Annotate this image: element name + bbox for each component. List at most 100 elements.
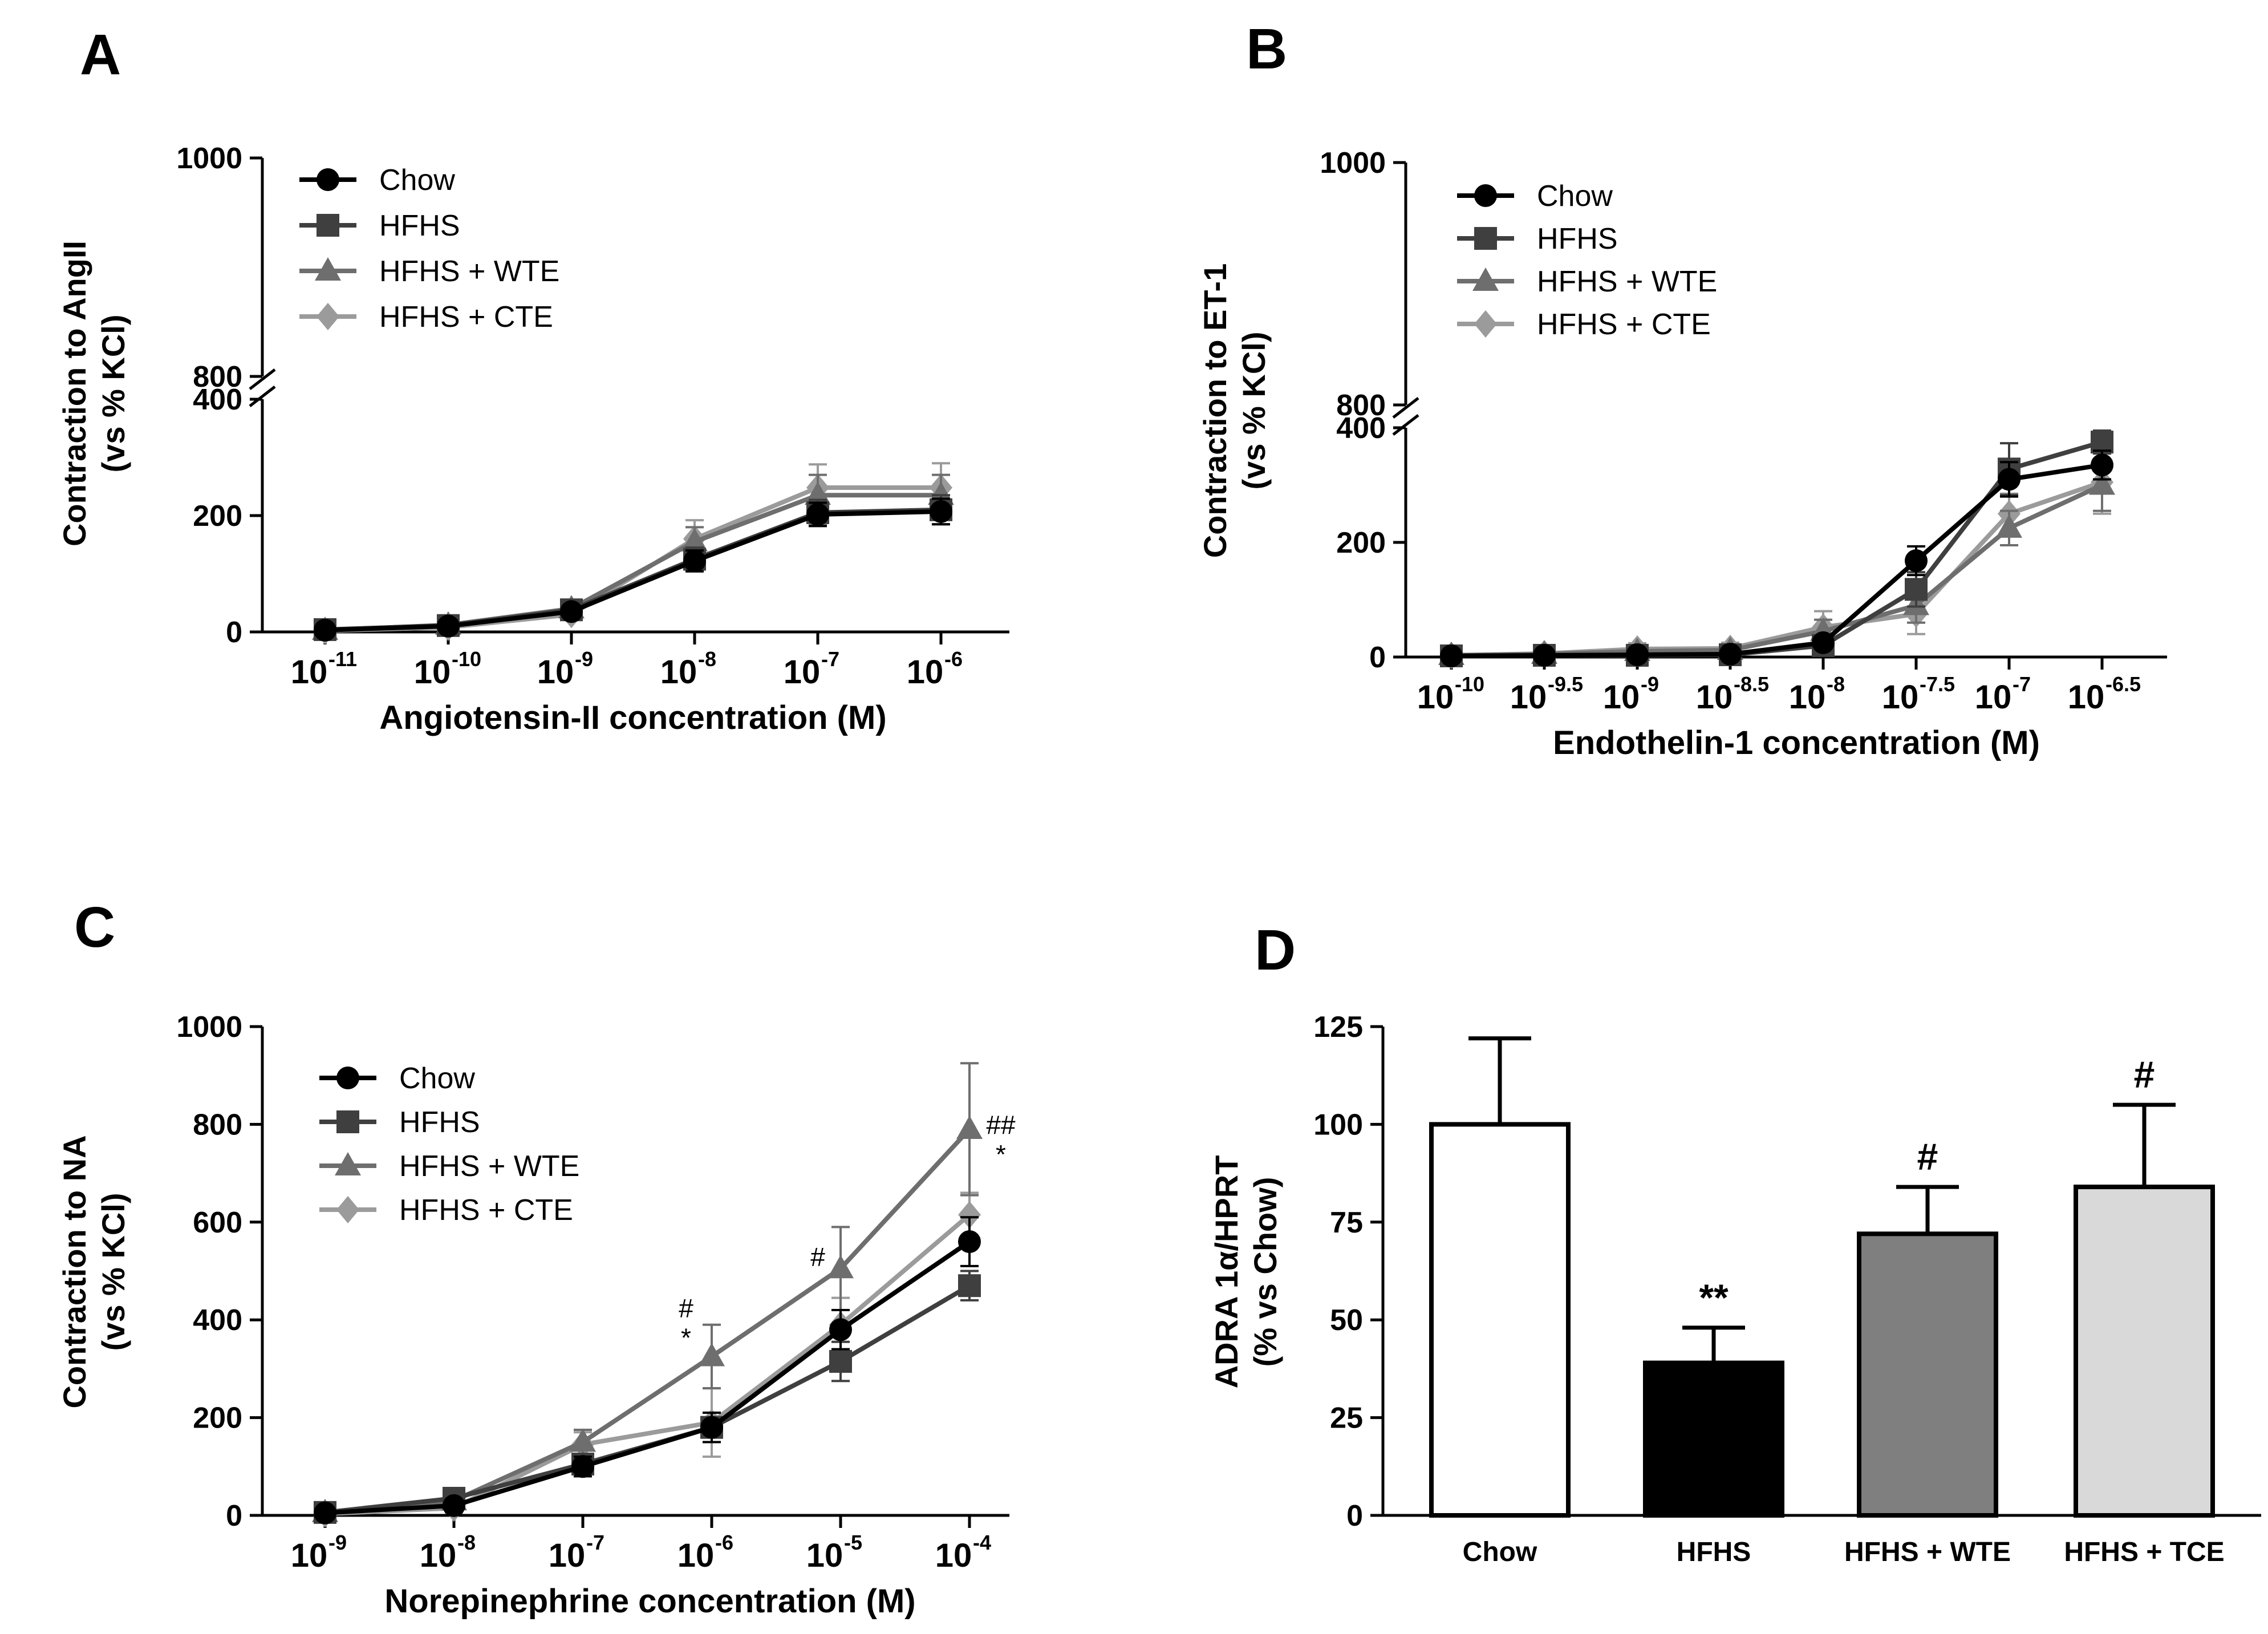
axis-break-mark — [249, 386, 276, 407]
series-chow — [314, 1216, 981, 1524]
x-tick-label-base: 10 — [549, 1537, 586, 1574]
category-label: HFHS + TCE — [2064, 1537, 2224, 1567]
y-axis-title-line: (% vs Chow) — [1247, 1177, 1283, 1367]
x-tick-label-base: 10 — [1975, 679, 2012, 716]
panel-label-a: A — [80, 23, 121, 87]
x-tick-label-exponent: -10 — [1455, 672, 1484, 696]
legend-marker — [317, 214, 339, 237]
significance-annotation: * — [996, 1140, 1006, 1169]
data-point — [1905, 578, 1928, 601]
x-tick-label-base: 10 — [660, 654, 697, 691]
x-tick-label-exponent: -8.5 — [1734, 672, 1769, 696]
legend-marker — [317, 303, 339, 330]
data-point — [1440, 644, 1463, 667]
legend-item-chow: Chow — [1457, 180, 1613, 213]
significance-annotation: # — [679, 1294, 693, 1323]
legend-item-hfhs-wte: HFHS + WTE — [1457, 265, 1717, 298]
legend-marker — [1472, 267, 1499, 291]
x-tick-label-base: 10 — [420, 1537, 457, 1574]
legend-marker — [336, 1067, 359, 1089]
data-point — [829, 1350, 852, 1373]
legend-item-hfhs: HFHS — [299, 209, 460, 242]
y-axis-title-line: (vs % KCl) — [1236, 332, 1272, 490]
legend-item-hfhs: HFHS — [319, 1106, 480, 1139]
bar-hfhs-tce: HFHS + TCE # — [2064, 1053, 2224, 1567]
data-point — [443, 1494, 465, 1517]
y-tick-label: 800 — [193, 360, 242, 394]
x-tick-label-exponent: -11 — [328, 647, 357, 671]
data-point — [958, 1201, 981, 1228]
data-point — [1533, 643, 1556, 667]
category-label: Chow — [1463, 1537, 1537, 1567]
y-tick-label: 800 — [1336, 389, 1386, 422]
series-hfhs-cte — [314, 1191, 981, 1528]
y-axis-title-line: Contraction to ET-1 — [1197, 263, 1233, 558]
x-tick-label-base: 10 — [1789, 679, 1826, 716]
data-point — [1998, 468, 2020, 491]
x-tick-label-base: 10 — [414, 654, 451, 691]
y-tick-label: 25 — [1330, 1402, 1363, 1435]
data-point — [571, 1455, 594, 1478]
category-label: HFHS — [1677, 1537, 1751, 1567]
legend-label: HFHS + CTE — [1537, 308, 1711, 341]
legend-item-hfhs-cte: HFHS + CTE — [299, 301, 553, 334]
data-point — [314, 1501, 336, 1524]
legend-label: HFHS + CTE — [399, 1194, 573, 1227]
y-tick-label: 0 — [226, 616, 242, 649]
bar — [2074, 1185, 2215, 1518]
bar-hfhs: HFHS ** — [1643, 1276, 1784, 1567]
x-tick-label-base: 10 — [1417, 679, 1454, 716]
data-point — [1996, 514, 2022, 538]
bar — [1429, 1122, 1571, 1518]
legend: Chow HFHS HFHS + WTE HFHS + CTE — [299, 164, 559, 334]
legend-label: Chow — [379, 164, 455, 197]
y-axis-title: ADRA 1α/HPRT (% vs Chow) — [1208, 1155, 1283, 1389]
data-point — [560, 600, 583, 623]
x-tick-label-exponent: -7 — [821, 647, 839, 671]
series-line — [324, 507, 942, 632]
significance-annotation: # — [2134, 1053, 2155, 1096]
significance-annotation: ## — [986, 1110, 1016, 1140]
legend-item-hfhs-cte: HFHS + CTE — [319, 1194, 573, 1227]
bar-hfhs-wte: HFHS + WTE # — [1844, 1136, 2011, 1567]
y-tick-label: 400 — [193, 383, 242, 416]
data-point — [570, 1428, 596, 1452]
x-tick-label-exponent: -7 — [2013, 672, 2031, 696]
y-tick-label: 75 — [1330, 1206, 1363, 1239]
x-tick-label-exponent: -6 — [944, 647, 963, 671]
legend-marker — [317, 168, 339, 191]
legend-label: HFHS — [379, 209, 460, 242]
significance-annotation: * — [681, 1323, 691, 1352]
y-tick-label: 100 — [1313, 1108, 1363, 1141]
y-tick-label: 800 — [193, 1108, 242, 1141]
y-tick-label: 0 — [1369, 641, 1386, 674]
series-line — [324, 1213, 971, 1517]
series-line — [324, 1239, 971, 1515]
legend-marker — [1474, 310, 1497, 338]
x-axis-title: Angiotensin-II concentration (M) — [379, 699, 886, 736]
significance-annotation: # — [1917, 1136, 1938, 1178]
y-tick-label: 125 — [1313, 1011, 1363, 1044]
y-axis-title-line: (vs % KCl) — [95, 1193, 131, 1351]
legend-label: HFHS + WTE — [399, 1150, 579, 1183]
y-tick-label: 50 — [1330, 1304, 1363, 1337]
x-tick-label-base: 10 — [806, 1537, 843, 1574]
data-point — [956, 1115, 983, 1139]
data-point — [806, 502, 829, 526]
y-tick-label: 600 — [193, 1206, 242, 1239]
x-tick-label-exponent: -4 — [973, 1531, 991, 1554]
x-tick-label-exponent: -9.5 — [1548, 672, 1583, 696]
data-point — [1905, 549, 1928, 573]
y-tick-label: 200 — [193, 500, 242, 533]
legend-label: HFHS + CTE — [379, 301, 553, 334]
legend-label: HFHS — [1537, 222, 1618, 256]
x-tick-label-base: 10 — [1603, 679, 1640, 716]
series-hfhs — [314, 494, 952, 641]
y-tick-label: 200 — [1336, 526, 1386, 559]
legend-marker — [1474, 184, 1497, 207]
y-axis-title-line: (vs % KCl) — [95, 315, 131, 473]
chart-d: 0 25 50 75 100 125 ADRA 1α/HPRT (% vs Chow) Chow… — [1208, 1011, 2261, 1567]
legend-label: Chow — [1537, 180, 1613, 213]
x-tick-label-base: 10 — [291, 654, 328, 691]
